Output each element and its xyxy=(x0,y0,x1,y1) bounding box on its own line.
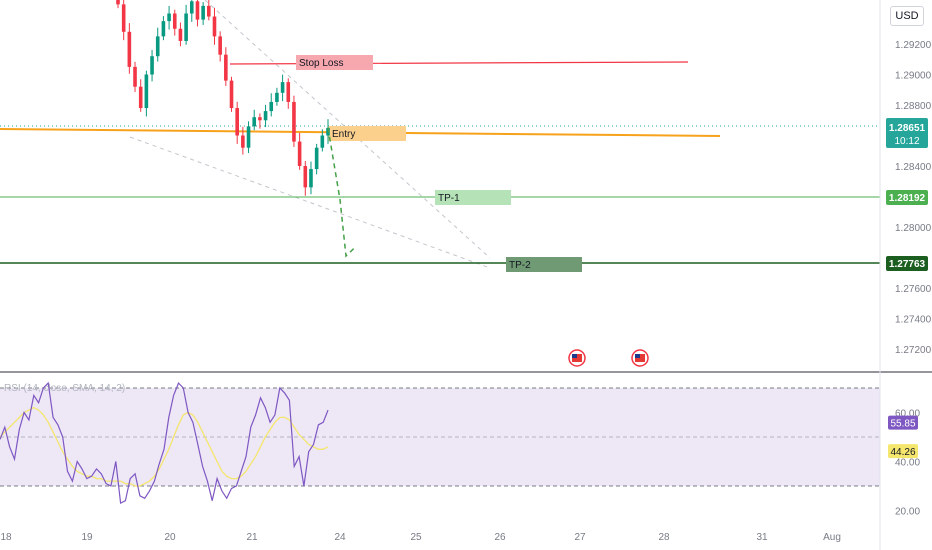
us-flag-icon xyxy=(635,354,640,358)
candle-body xyxy=(155,36,160,57)
candle-body xyxy=(167,13,171,22)
tp1-price-value: 1.28192 xyxy=(889,193,926,204)
rsi-pane: RSI (14, close, SMA, 14, 2) xyxy=(0,381,880,505)
tp1-box xyxy=(435,190,511,205)
candle-body xyxy=(224,54,228,81)
currency-button[interactable]: USD xyxy=(890,6,924,26)
candle-body xyxy=(320,135,325,148)
candle-body xyxy=(286,82,291,102)
candle-body xyxy=(263,111,268,121)
candle-body xyxy=(133,66,137,87)
candle-body xyxy=(252,117,257,127)
candle-body xyxy=(275,92,279,102)
candle-body xyxy=(269,101,274,112)
candle-body xyxy=(280,82,285,93)
candle-body xyxy=(218,36,222,55)
candle-body xyxy=(201,5,205,20)
x-tick-label: 25 xyxy=(410,532,422,543)
rsi-value: 55.85 xyxy=(890,419,915,430)
x-tick-label: 27 xyxy=(574,532,586,543)
price-pane: Stop Loss Entry TP-1 TP-2 xyxy=(0,0,880,367)
x-tick-label: 31 xyxy=(756,532,768,543)
price-tick-label: 1.28400 xyxy=(895,162,932,173)
tp2-box xyxy=(506,257,582,272)
price-tick-label: 1.27400 xyxy=(895,315,932,326)
x-tick-label: 20 xyxy=(164,532,176,543)
rsi-tick-label: 40.00 xyxy=(895,458,920,469)
candle-body xyxy=(189,1,194,14)
stop-loss-box xyxy=(296,55,373,70)
candle-body xyxy=(241,135,245,148)
candle-body xyxy=(127,31,132,67)
x-tick-label: 18 xyxy=(0,532,12,543)
entry-label: Entry xyxy=(332,129,355,140)
candle-body xyxy=(246,126,251,148)
candle-body xyxy=(297,141,302,166)
candle-body xyxy=(258,117,262,121)
last-price-badge xyxy=(886,118,928,148)
x-tick-label: Aug xyxy=(823,532,841,543)
tp1-label: TP-1 xyxy=(438,193,460,204)
rsi-ma-badge xyxy=(888,444,918,459)
tp2-label: TP-2 xyxy=(509,260,531,271)
rsi-ma-value: 44.26 xyxy=(890,447,915,458)
candle-body xyxy=(150,56,154,75)
price-tick-label: 1.28000 xyxy=(895,223,932,234)
candle-body xyxy=(229,80,234,109)
rsi-tick-label: 60.00 xyxy=(895,409,920,420)
price-tick-label: 1.27200 xyxy=(895,345,932,356)
tp2-price-badge xyxy=(886,256,928,271)
x-tick-label: 19 xyxy=(81,532,93,543)
x-tick-label: 26 xyxy=(494,532,506,543)
rsi-tick-label: 20.00 xyxy=(895,507,920,518)
candle-body xyxy=(184,13,188,41)
us-flag-icon xyxy=(572,354,577,358)
forecast-path xyxy=(327,127,355,258)
candle-body xyxy=(178,28,183,41)
candle-body xyxy=(235,108,239,136)
candle-body xyxy=(138,86,143,109)
candle-body xyxy=(309,169,313,188)
countdown-value: 10:12 xyxy=(894,136,919,147)
candle-body xyxy=(116,0,120,5)
tp1-price-badge xyxy=(886,190,928,205)
candle-body xyxy=(144,74,149,109)
x-tick-label: 21 xyxy=(246,532,258,543)
entry-box xyxy=(328,126,406,141)
candle-body xyxy=(292,101,296,142)
candle-body xyxy=(212,16,217,37)
x-tick-label: 24 xyxy=(334,532,346,543)
rsi-value-badge xyxy=(888,415,918,430)
stop-loss-label: Stop Loss xyxy=(299,58,343,69)
price-tick-label: 1.29200 xyxy=(895,40,932,51)
last-price-value: 1.28651 xyxy=(889,123,926,134)
candle-body xyxy=(121,4,126,32)
rsi-ma-line xyxy=(0,406,329,487)
rsi-line xyxy=(0,381,329,505)
tp2-price-value: 1.27763 xyxy=(889,259,926,270)
candle-body xyxy=(161,21,166,37)
price-tick-label: 1.28800 xyxy=(895,101,932,112)
candle-body xyxy=(195,1,200,20)
candle-body xyxy=(172,13,177,29)
x-tick-label: 28 xyxy=(658,532,670,543)
price-tick-label: 1.27600 xyxy=(895,284,932,295)
candle-body xyxy=(314,147,319,170)
candle-body xyxy=(207,5,211,17)
candle-body xyxy=(303,166,308,188)
price-tick-label: 1.29000 xyxy=(895,71,932,82)
rsi-band xyxy=(0,388,880,486)
rsi-legend: RSI (14, close, SMA, 14, 2) xyxy=(4,383,125,394)
